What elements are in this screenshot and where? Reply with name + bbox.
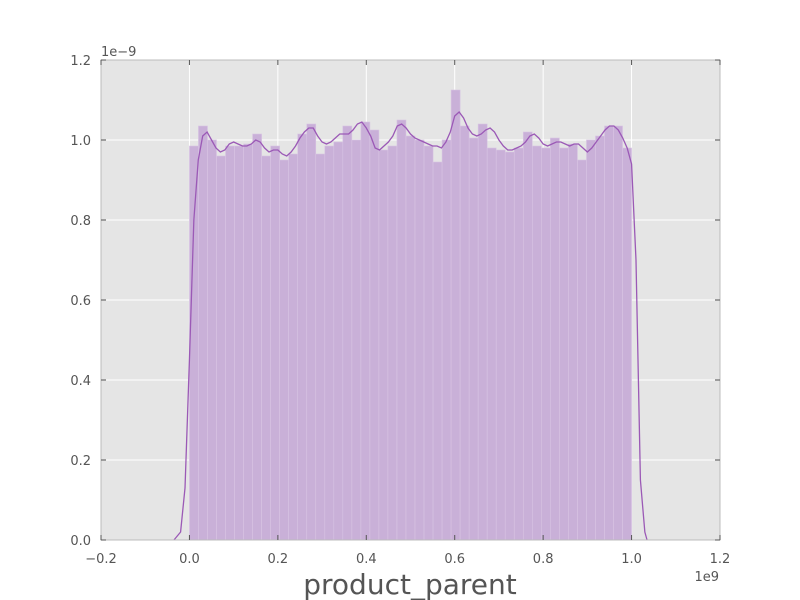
y-tick-labels: 0.0 0.2 0.4 0.6 0.8 1.0 1.2 (70, 54, 91, 549)
histogram-bar (261, 155, 271, 541)
histogram-bar (622, 147, 632, 541)
histogram-bar (595, 135, 605, 541)
y-tick-label: 0.2 (70, 454, 91, 469)
histogram-bar (586, 139, 596, 541)
histogram-bar (378, 149, 389, 541)
histogram-bar (306, 123, 317, 541)
y-tick-label: 1.0 (70, 134, 91, 149)
x-tick-label: 1.0 (621, 552, 642, 567)
histogram-bar (414, 139, 425, 541)
histogram-bar (550, 137, 560, 541)
histogram-bar (468, 137, 479, 541)
histogram-bar (568, 143, 578, 541)
histogram-bar (225, 145, 235, 541)
y-tick-label: 0.6 (70, 294, 91, 309)
x-tick-label: 0.8 (533, 552, 554, 567)
histogram-bar (396, 119, 407, 541)
histogram-bar (441, 139, 452, 541)
histogram-bar (369, 129, 380, 541)
histogram-bar (450, 89, 461, 541)
histogram-bar (324, 145, 335, 541)
y-tick-label: 0.8 (70, 214, 91, 229)
histogram-bar (297, 133, 308, 541)
x-tick-label: 0.2 (268, 552, 289, 567)
histogram-bar (270, 145, 280, 541)
histogram-bar (486, 147, 497, 541)
y-tick-label: 0.4 (70, 374, 91, 389)
histogram-bar (333, 141, 344, 541)
x-axis-label: product_parent (303, 568, 516, 600)
x-tick-labels: −0.2 0.0 0.2 0.4 0.6 0.8 1.0 1.2 (85, 552, 730, 567)
histogram-bar (459, 125, 470, 541)
histogram-bar (252, 133, 262, 541)
y-tick-label: 1.2 (70, 54, 91, 69)
histogram-bar (577, 159, 587, 541)
x-tick-label: −0.2 (85, 552, 117, 567)
x-tick-label: 0.4 (356, 552, 377, 567)
histogram-bar (189, 145, 199, 541)
histogram-bar (279, 159, 289, 541)
histogram-bar (604, 125, 614, 541)
histogram-bar (513, 147, 524, 541)
histogram-bar (477, 123, 488, 541)
histogram-bar (360, 121, 371, 541)
histogram-bar (351, 139, 362, 541)
histogram-bar (522, 131, 533, 541)
y-tick-label: 0.0 (70, 534, 91, 549)
histogram-bar (423, 145, 434, 541)
tick-marks (100, 59, 721, 541)
histogram-bar (532, 145, 542, 541)
histogram-bar (559, 147, 569, 541)
histogram-bar (405, 135, 416, 541)
histogram-bar (234, 145, 244, 541)
histogram-bar (387, 145, 398, 541)
histogram-bar (613, 125, 623, 541)
histogram-bar (243, 143, 253, 541)
histogram-bar (315, 153, 326, 541)
histogram-bar (207, 139, 217, 541)
x-tick-label: 1.2 (710, 552, 731, 567)
histogram-bar (216, 155, 226, 541)
histogram-bar (198, 125, 208, 541)
kde-line (173, 111, 648, 541)
x-tick-label: 0.0 (179, 552, 200, 567)
histogram-bar (541, 147, 551, 541)
histogram-bar (495, 149, 506, 541)
x-tick-label: 0.6 (444, 552, 465, 567)
y-exponent-label: 1e−9 (101, 45, 136, 60)
histogram-bar (432, 161, 443, 541)
histogram-bar (288, 153, 299, 541)
histogram-bar (504, 151, 515, 541)
histogram-bars (189, 89, 632, 541)
x-exponent-label: 1e9 (694, 570, 719, 585)
histogram-bar (342, 125, 353, 541)
